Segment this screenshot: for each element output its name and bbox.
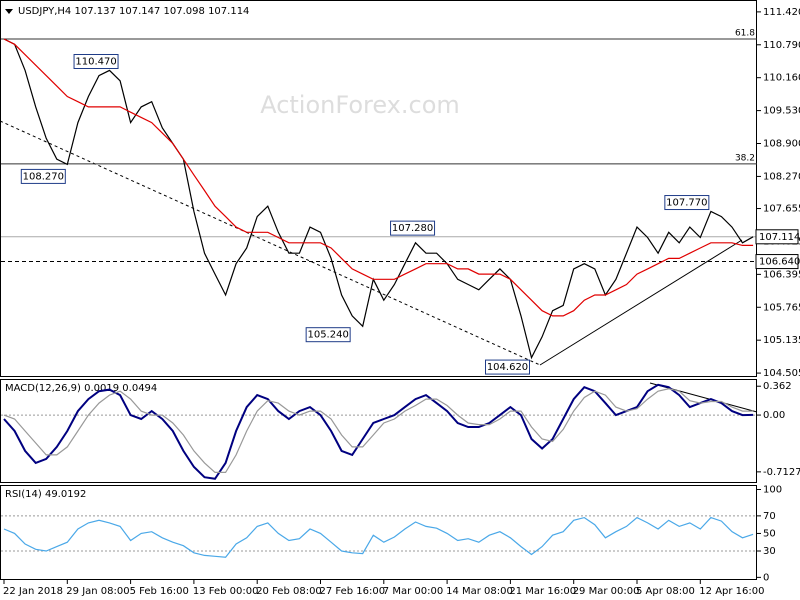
- y-tick-label: 105.135: [763, 335, 800, 346]
- annotation-box: [485, 359, 530, 375]
- rsi-title: RSI(14) 49.0192: [5, 489, 86, 500]
- y-tick-label: 108.900: [763, 139, 800, 150]
- annotation-box: [390, 220, 436, 236]
- rsi-panel: [0, 485, 757, 580]
- series-line: [3, 388, 754, 473]
- y-tick-label: -0.7127: [763, 467, 800, 478]
- y-tick-label: 70: [763, 511, 776, 522]
- y-tick-label: 111.420: [763, 7, 800, 18]
- price-panel: [0, 0, 757, 377]
- y-tick-label: 50: [763, 528, 776, 539]
- y-tick-label: 30: [763, 546, 776, 557]
- macd-title: MACD(12,26,9) 0.0019 0.0494: [5, 383, 157, 394]
- series-line: [3, 383, 754, 480]
- annotation-label: 108.270: [23, 171, 64, 182]
- trend-line: [539, 239, 743, 366]
- annotation-box: [20, 168, 66, 184]
- price-box-label: 106.640: [759, 257, 800, 268]
- x-tick-label: 5 Feb 16:00: [130, 586, 189, 597]
- y-tick-label: 104.505: [763, 368, 800, 379]
- y-tick-label: 110.160: [763, 73, 800, 84]
- y-tick-label: 108.270: [763, 171, 800, 182]
- x-tick-label: 14 Mar 08:00: [446, 586, 513, 597]
- annotation-box: [73, 54, 119, 70]
- y-tick-label: 105.765: [763, 302, 800, 313]
- x-tick-label: 13 Feb 00:00: [193, 586, 259, 597]
- price-box: [755, 254, 799, 270]
- x-tick-label: 21 Mar 16:00: [509, 586, 576, 597]
- series-line: [3, 516, 754, 558]
- price-box-label: 107.114: [759, 232, 800, 243]
- annotation-label: 105.240: [307, 330, 348, 341]
- watermark: ActionForex.com: [260, 91, 460, 119]
- macd-panel: [0, 379, 757, 483]
- annotation-label: 104.620: [487, 362, 528, 373]
- y-tick-label: 109.530: [763, 106, 800, 117]
- x-tick-label: 12 Apr 16:00: [699, 586, 764, 597]
- fib-label: 61.8: [735, 29, 755, 39]
- y-tick-label: 0.362: [763, 381, 792, 392]
- y-tick-label: 110.790: [763, 40, 800, 51]
- y-tick-label: 106.395: [763, 269, 800, 280]
- annotation-box: [664, 195, 710, 211]
- x-tick-label: 7 Mar 00:00: [383, 586, 443, 597]
- x-tick-label: 29 Jan 08:00: [66, 586, 129, 597]
- y-tick-label: 107.655: [763, 204, 800, 215]
- x-tick-label: 20 Feb 08:00: [256, 586, 322, 597]
- trend-line: [0, 120, 541, 366]
- annotation-label: 107.280: [392, 223, 433, 234]
- x-tick-label: 5 Apr 08:00: [636, 586, 695, 597]
- x-tick-label: 22 Jan 2018: [3, 586, 63, 597]
- annotation-box: [305, 327, 351, 343]
- y-tick-label: 0.00: [763, 410, 785, 421]
- annotation-label: 107.770: [666, 198, 707, 209]
- x-tick-label: 27 Feb 16:00: [320, 586, 386, 597]
- y-tick-label: 0: [763, 572, 769, 583]
- price-box: [755, 229, 799, 245]
- x-tick-label: 29 Mar 00:00: [573, 586, 640, 597]
- series-line: [3, 38, 754, 317]
- dropdown-icon: [5, 9, 13, 14]
- fib-label: 38.2: [735, 153, 755, 163]
- series-line: [3, 38, 754, 360]
- annotation-label: 110.470: [75, 57, 116, 68]
- y-tick-label: 100: [763, 485, 782, 496]
- chart-title: USDJPY,H4 107.137 107.147 107.098 107.11…: [18, 6, 249, 17]
